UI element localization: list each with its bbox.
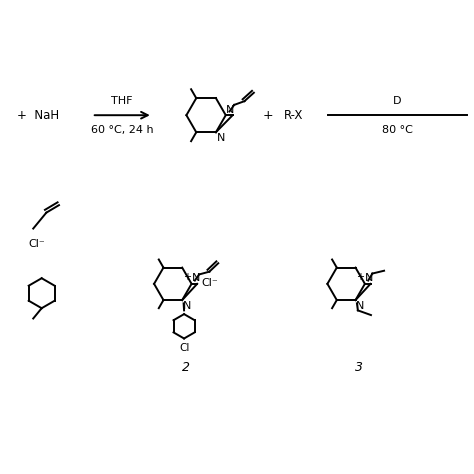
Text: R-X: R-X <box>284 109 303 122</box>
Text: 60 °C, 24 h: 60 °C, 24 h <box>91 125 154 135</box>
Text: N: N <box>182 301 191 311</box>
Text: N: N <box>217 133 225 143</box>
Text: N: N <box>365 273 374 283</box>
Text: N: N <box>226 105 235 115</box>
Text: +: + <box>182 273 191 283</box>
Text: D: D <box>393 96 401 106</box>
Text: Cl⁻: Cl⁻ <box>28 239 46 249</box>
Text: +: + <box>262 109 273 122</box>
Text: +  NaH: + NaH <box>17 109 59 122</box>
Text: 2: 2 <box>182 361 190 374</box>
Text: N: N <box>192 273 201 283</box>
Text: Cl: Cl <box>179 343 189 353</box>
Text: N: N <box>356 301 365 311</box>
Text: Cl⁻: Cl⁻ <box>202 278 219 288</box>
Text: 80 °C: 80 °C <box>382 125 413 135</box>
Text: THF: THF <box>111 96 133 106</box>
Text: 3: 3 <box>355 361 363 374</box>
Text: +: + <box>356 273 364 283</box>
